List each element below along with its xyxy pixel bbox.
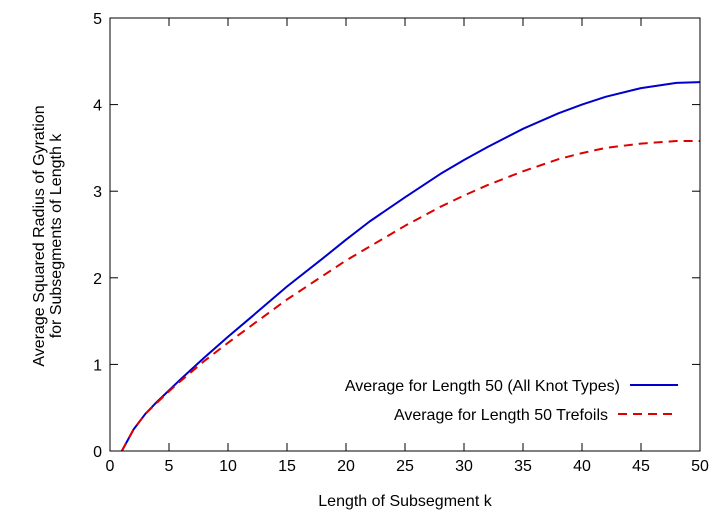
y-tick-label: 1 <box>93 357 102 374</box>
plot-frame <box>109 17 701 452</box>
y-axis-title-line2: for Subsegments of Length k <box>48 133 65 339</box>
x-tick-label: 35 <box>514 458 532 475</box>
x-tick-label: 0 <box>106 458 115 475</box>
x-tick-label: 15 <box>278 458 296 475</box>
series-layer <box>120 81 701 452</box>
x-tick-label: 40 <box>573 458 591 475</box>
x-tick-label: 20 <box>337 458 355 475</box>
x-tick-label: 5 <box>165 458 174 475</box>
legend-label-trefoils: Average for Length 50 Trefoils <box>394 407 608 424</box>
y-tick-label: 5 <box>93 11 102 28</box>
series-line-trefoils <box>120 140 700 452</box>
series-line-all-knots <box>120 81 701 452</box>
x-tick-label: 50 <box>691 458 709 475</box>
y-tick-label: 2 <box>93 271 102 288</box>
x-tick-label: 30 <box>455 458 473 475</box>
legend: Average for Length 50 (All Knot Types) A… <box>345 378 678 424</box>
x-tick-label: 10 <box>219 458 237 475</box>
y-tick-label: 4 <box>93 98 102 115</box>
y-tick-label: 0 <box>93 444 102 461</box>
y-tick-label: 3 <box>93 184 102 201</box>
legend-label-all-knots: Average for Length 50 (All Knot Types) <box>345 378 620 395</box>
y-axis-title-line1: Average Squared Radius of Gyration <box>31 105 48 366</box>
x-axis-title: Length of Subsegment k <box>318 493 492 510</box>
x-tick-label: 45 <box>632 458 650 475</box>
x-tick-label: 25 <box>396 458 414 475</box>
